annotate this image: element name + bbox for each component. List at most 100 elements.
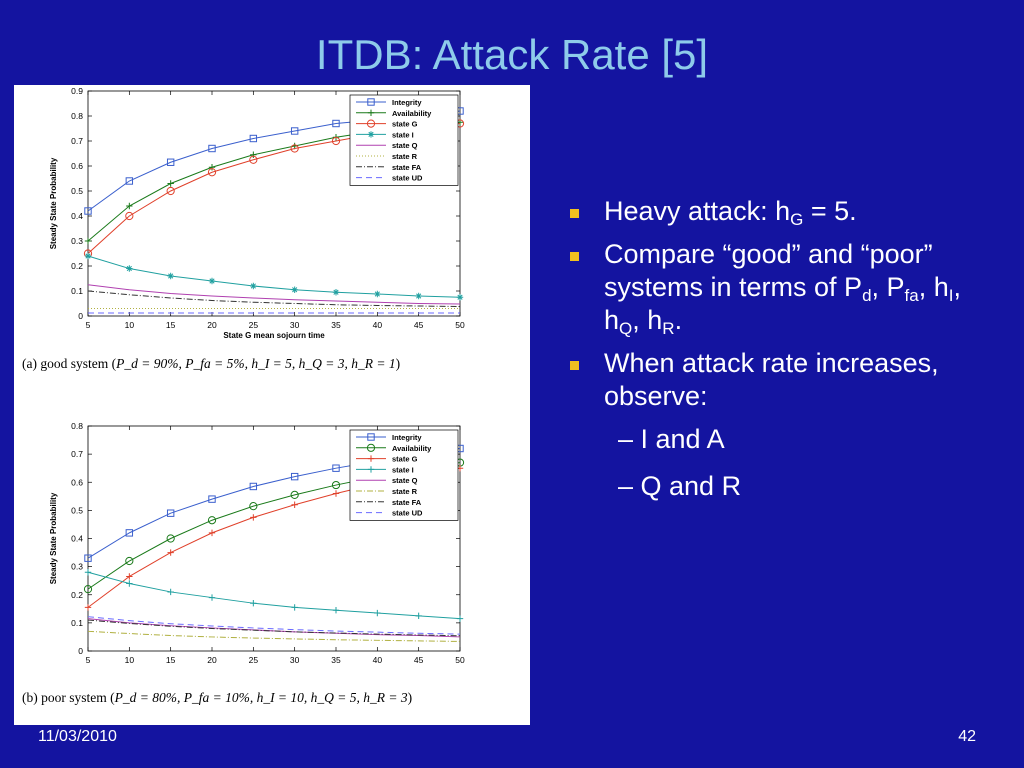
x-tick-label: 15 [166,655,176,665]
sub-fa: fa [904,286,919,305]
bullet-list: Heavy attack: hG = 5. Compare “good” and… [566,195,986,517]
data-point [84,569,92,576]
data-point [84,554,92,562]
legend-label: state I [392,130,414,139]
x-tick-label: 45 [414,320,424,330]
data-point [331,136,341,146]
data-point [456,294,464,301]
data-point [126,265,133,272]
bullet-2-end: . [674,305,683,335]
data-point [166,534,175,543]
data-point [167,272,174,280]
data-point [208,495,216,503]
data-point [415,292,422,300]
data-point [125,211,134,221]
sub-q: Q [619,319,633,338]
data-point [125,556,134,566]
y-tick-label: 0.7 [71,136,83,146]
caption-poor-system: (b) poor system (P_d = 80%, P_fa = 10%, … [22,689,522,706]
x-tick-label: 5 [86,320,91,330]
series-state-q [87,618,461,638]
x-tick-label: 40 [373,320,383,330]
series-line [87,290,461,307]
legend-label: state UD [392,509,423,518]
data-point [250,282,257,290]
data-point [291,604,298,611]
chart-poor-system: 0 0.1 0.2 0.3 0.4 0.5 0.6 0.7 0.8 5 10 15 20 25 30 35 40… [49,421,465,665]
caption-a-params: P_d = 90%, P_fa = 5%, h_I = 5, h_Q = 3, … [116,356,396,371]
data-point [290,144,299,153]
x-tick-label: 25 [249,655,259,665]
data-point [249,134,258,143]
bullet-1-tail: = 5. [803,196,857,226]
sep-1: , P [871,272,905,302]
legend-label: state Q [392,476,418,485]
caption-a-suffix: ) [395,356,401,371]
data-point [207,516,217,525]
data-point [84,237,92,245]
x-tick-label: 30 [290,320,300,330]
x-axis-label: State G mean sojourn time [223,331,325,340]
data-point [83,585,93,594]
data-point [415,612,422,620]
legend-label: state R [392,152,418,161]
data-point [84,252,92,260]
y-tick-label: 0.8 [71,111,83,121]
y-tick-label: 0.5 [71,505,83,515]
y-tick-label: 0.9 [71,86,83,96]
caption-b-prefix: (b) poor system ( [22,690,115,705]
chart-good-system: 0 0.1 0.2 0.3 0.4 0.5 0.6 0.7 0.8 0.9 5 10 15 20 25 30 3… [49,86,465,340]
subbullet-q-and-r: – Q and R [618,471,742,501]
data-point [126,573,133,580]
data-point [290,127,299,135]
x-tick-label: 5 [86,655,91,665]
bullet-attack-rate: When attack rate increases, observe: [566,347,986,413]
data-point [126,202,133,210]
bullet-1-sub: G [790,210,804,229]
bullet-1-text: Heavy attack: h [604,196,791,226]
x-tick-label: 20 [207,655,217,665]
data-point [208,164,216,171]
series-line [87,630,461,642]
caption-good-system: (a) good system (P_d = 90%, P_fa = 5%, h… [22,355,522,372]
series-state-r [87,630,461,642]
y-tick-label: 0 [78,646,83,656]
y-tick-label: 0.3 [71,236,83,246]
legend-label: state G [392,455,418,464]
y-tick-label: 0.5 [71,186,83,196]
y-axis-label: Steady State Probability [49,157,58,249]
y-tick-label: 0.2 [71,261,83,271]
bullet-heavy-attack: Heavy attack: hG = 5. [566,195,986,228]
x-tick-label: 45 [414,655,424,665]
data-point [125,177,134,185]
y-tick-label: 0.1 [71,286,83,296]
legend-marker [366,119,376,128]
figure-panel: 0 0.1 0.2 0.3 0.4 0.5 0.6 0.7 0.8 0.9 5 10 15 20 25 30 3… [14,85,530,725]
x-tick-label: 10 [125,320,135,330]
data-point [166,509,175,517]
legend-marker [367,433,375,441]
series-line [87,284,461,305]
x-tick-label: 50 [455,655,465,665]
y-tick-label: 0.3 [71,562,83,572]
y-tick-label: 0.7 [71,449,83,459]
series-state-ud [87,616,461,635]
y-tick-label: 0.4 [71,211,83,221]
legend-label: state G [392,120,418,129]
data-point [290,490,299,500]
data-point [374,290,381,298]
data-point [249,155,258,164]
data-point [167,549,174,556]
series-line [87,616,461,635]
legend-label: Availability [392,444,432,453]
series-line [87,618,461,638]
x-tick-label: 40 [373,655,383,665]
legend-label: state I [392,465,414,474]
data-point [290,472,299,481]
data-point [167,180,174,187]
series-line [87,571,461,620]
data-point [249,502,258,511]
x-tick-label: 15 [166,320,176,330]
data-point [291,286,298,293]
sep-3: , h [604,272,962,335]
